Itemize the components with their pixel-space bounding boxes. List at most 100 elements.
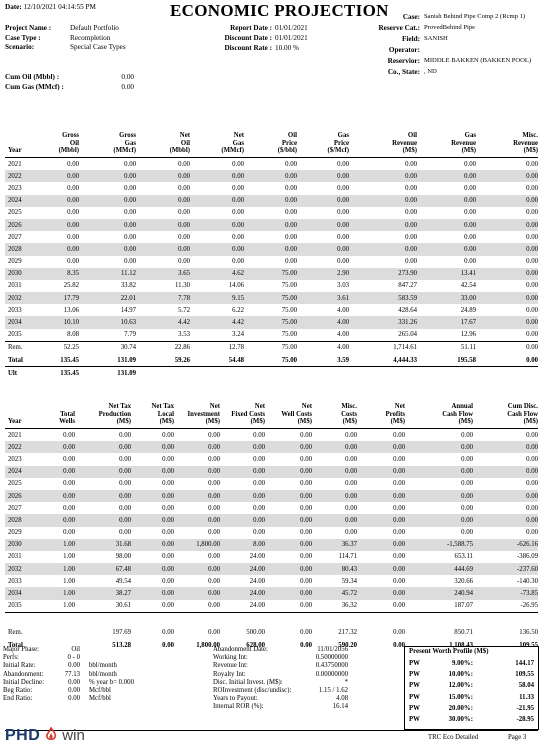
table-cell: 1.00 [63, 602, 75, 610]
column-header: Net Investment (M$) [174, 386, 220, 429]
table-cell: 12.96 [460, 331, 476, 339]
table-cell: 25.82 [63, 282, 79, 290]
pw-value: 58.04 [518, 682, 534, 690]
table-cell: 0.00 [405, 514, 473, 527]
table-cell: 2027 [8, 233, 22, 241]
table-cell: 2025 [8, 209, 22, 217]
param-label: Initial Decline: [3, 678, 44, 686]
table-cell: 273.90 [349, 267, 417, 280]
table-cell: 0.00 [232, 258, 244, 266]
table-cell: 49.54 [115, 577, 131, 585]
table-cell: 513.28 [112, 641, 131, 649]
table-cell: -386.09 [517, 553, 538, 561]
table-cell: 1.00 [41, 538, 75, 551]
column-header: Cum Disc. Cash Flow (M$) [473, 386, 538, 429]
table-cell: 0.00 [208, 577, 220, 585]
table-cell: 14.97 [120, 306, 136, 314]
table-cell: 0.00 [79, 218, 136, 232]
table-cell: 2027 [8, 504, 22, 512]
table-cell: 33.82 [120, 282, 136, 290]
table-cell: 2030 [5, 538, 41, 551]
table-cell: 1.00 [63, 577, 75, 585]
table-cell: 2023 [8, 184, 22, 192]
table-cell: 0.00 [357, 514, 405, 527]
table-cell: 0.00 [405, 184, 417, 192]
table-cell: 0.00 [124, 233, 136, 241]
table-cell: 10.63 [79, 316, 136, 329]
table-cell: 0.00 [337, 160, 349, 168]
param-unit: bbl/month [89, 662, 117, 670]
table-cell: 0.00 [220, 489, 265, 503]
table-cell: 135.45 [60, 356, 79, 364]
table-cell: 0.00 [526, 306, 538, 314]
table-cell: 75.00 [244, 316, 297, 329]
indicator-value: 1.15 / 1.62 [318, 687, 348, 694]
table-cell: 2029 [8, 529, 22, 537]
table-row: 2035 8.08 7.79 3.53 3.24 75.00 4.00 265.04 12.96… [5, 329, 538, 342]
table-cell: 0.00 [208, 553, 220, 561]
table-cell: 3.53 [178, 331, 190, 339]
table-cell: 0.00 [393, 455, 405, 463]
table-cell: 0.00 [174, 465, 220, 478]
table-cell: 45.72 [312, 587, 357, 600]
table-cell: 0.00 [265, 563, 312, 576]
header-mid-value: 01/01/2021 [275, 24, 308, 32]
indicator-label: Royalty Int: [213, 670, 246, 678]
table-cell: 0.00 [345, 529, 357, 537]
table-cell: 0.00 [124, 258, 136, 266]
table-cell: 0.00 [357, 538, 405, 551]
table-cell: 0.00 [312, 465, 357, 478]
table-cell: 0.00 [253, 529, 265, 537]
table-cell: 24.00 [220, 587, 265, 600]
indicator-value: 0.50000000 [315, 654, 348, 662]
table-cell: 0.00 [79, 194, 136, 207]
table-cell: 0.00 [41, 170, 79, 183]
column-header: Annual Cash Flow (M$) [405, 386, 473, 429]
column-header: Net Profits (M$) [357, 386, 405, 429]
table-cell: 7.79 [124, 331, 136, 339]
table-cell: 0.00 [526, 160, 538, 168]
report-name: TRC Eco Detailed [428, 734, 479, 741]
table-cell: 2.90 [297, 267, 349, 280]
table-row: 2034 1.00 38.27 0.00 0.00 24.00 0.00 45.72 0.00 2… [5, 587, 538, 600]
table-cell: 0.00 [297, 194, 349, 207]
table-cell: 0.00 [357, 465, 405, 478]
table-cell: 0.00 [300, 577, 312, 585]
column-header: Oil Price ($/bbl) [244, 115, 297, 158]
table-cell: 195.58 [457, 356, 476, 364]
table-cell: 0.00 [461, 431, 473, 439]
table-cell: 36.37 [312, 538, 357, 551]
table-cell: 1,800.00 [196, 641, 220, 649]
remaining-row: Rem. 197.69 0.00 0.00 500.00 0.00 217.32 0.00 85… [5, 611, 538, 639]
indicator-label: Disc. Initial Invest. (M$): [213, 678, 283, 686]
table-cell: 0.00 [75, 465, 131, 478]
table-cell: 8.35 [41, 267, 79, 280]
table-cell: 24.00 [220, 563, 265, 576]
table-cell: 22.86 [136, 340, 190, 354]
table-cell: 2035 [8, 331, 22, 339]
table-cell: 136.50 [473, 611, 538, 639]
table-cell: 0.00 [285, 160, 297, 168]
table-cell: 0.00 [349, 170, 417, 183]
table-cell: 0.00 [174, 563, 220, 576]
table-cell: 0.00 [190, 194, 244, 207]
table-row: 2024 0.00 0.00 0.00 0.00 0.00 0.00 0.00 0.00 0.00 [5, 194, 538, 207]
table-cell: 0.00 [405, 209, 417, 217]
table-cell: 0.00 [285, 209, 297, 217]
table-cell: 0.00 [461, 455, 473, 463]
table-cell: 0.00 [461, 504, 473, 512]
table-cell: 5.72 [178, 306, 190, 314]
table-row: 2027 0.00 0.00 0.00 0.00 0.00 0.00 0.00 0.00 0.00 [5, 231, 538, 243]
table-cell: 42.54 [460, 282, 476, 290]
table-cell: 17.79 [41, 292, 79, 305]
header-right-label: Field: [402, 35, 420, 43]
indicator-label: ROInvestment (disc/undisc): [213, 687, 292, 694]
table-cell: 14.06 [228, 282, 244, 290]
table-cell: 0.00 [208, 504, 220, 512]
table-cell: 0.00 [41, 194, 79, 207]
header-left-value: Recompletion [70, 33, 111, 42]
table-cell: 0.00 [174, 587, 220, 600]
table-cell: 0.00 [244, 243, 297, 256]
table-cell: 0.00 [162, 431, 174, 439]
column-header: Net Well Costs (M$) [265, 386, 312, 429]
